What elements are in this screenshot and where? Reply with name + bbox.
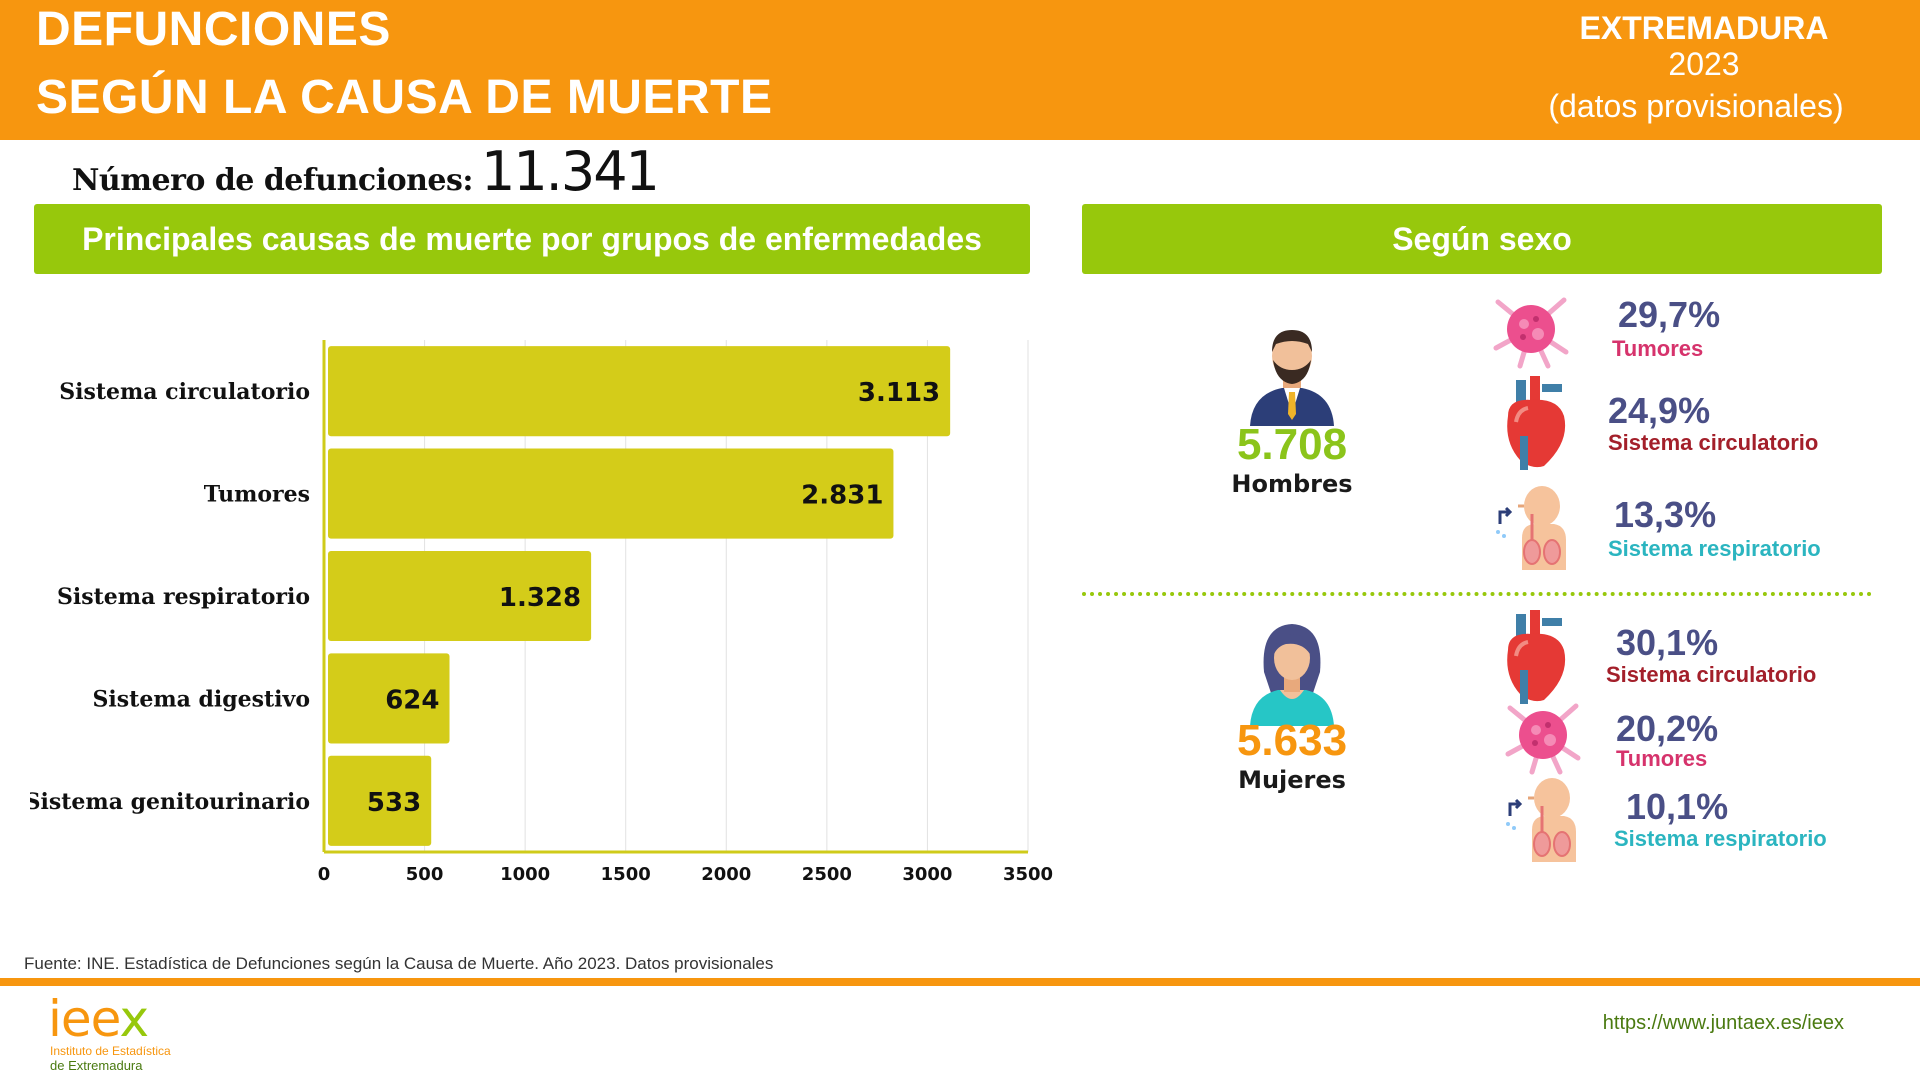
category-label-1: Tumores [204, 482, 310, 508]
causes-section-header: Principales causas de muerte por grupos … [34, 204, 1030, 274]
section-divider [1082, 592, 1872, 596]
logo-wordmark: ieex [48, 990, 150, 1048]
ieex-logo: ieex Instituto de Estadística de Extrema… [48, 990, 208, 1073]
value-label-3: 624 [385, 685, 439, 715]
provisional-note: (datos provisionales) [1548, 88, 1844, 124]
women-cause-2-pct: 20,2% [1616, 708, 1719, 749]
total-deaths-value: 11.341 [480, 140, 660, 203]
x-tick-label-3: 1500 [601, 864, 651, 885]
women-cause-1-name: Sistema circulatorio [1606, 662, 1817, 687]
men-cause-3-pct: 13,3% [1614, 494, 1717, 535]
category-label-2: Sistema respiratorio [57, 584, 310, 610]
logo-subtitle-1: Instituto de Estadística [50, 1044, 171, 1058]
men-cause-2-pct: 24,9% [1608, 390, 1711, 431]
total-deaths: Número de defunciones: 11.341 [72, 140, 660, 203]
heart-icon [1507, 610, 1566, 704]
region-label: EXTREMADURA [1579, 10, 1829, 46]
website-link[interactable]: https://www.juntaex.es/ieex [1602, 1012, 1844, 1034]
category-label-3: Sistema digestivo [93, 686, 310, 712]
x-tick-label-4: 2000 [701, 864, 751, 885]
bar-chart-svg: Sistema circulatorio 3.113 Tumores 2.831 Sis… [30, 340, 1053, 885]
logo-subtitle-2: de Extremadura [50, 1058, 143, 1073]
heart-icon [1507, 376, 1566, 470]
source-note: Fuente: INE. Estadística de Defunciones … [24, 954, 774, 973]
sex-breakdown: 5.708 Hombres 29,7% Tumores 24,9% Sistem… [1082, 280, 1882, 880]
lungs-icon [1496, 486, 1566, 570]
men-label: Hombres [1231, 470, 1353, 498]
x-tick-label-5: 2500 [802, 864, 852, 885]
man-icon [1250, 330, 1334, 426]
x-tick-label-6: 3000 [902, 864, 952, 885]
header-banner: DEFUNCIONES SEGÚN LA CAUSA DE MUERTE EXT… [0, 0, 1920, 140]
x-tick-label-7: 3500 [1003, 864, 1053, 885]
women-total: 5.633 [1236, 716, 1348, 765]
footer-divider [0, 978, 1920, 986]
page-title-line2: SEGÚN LA CAUSA DE MUERTE [36, 71, 773, 124]
men-cause-3-name: Sistema respiratorio [1608, 536, 1821, 561]
lungs-icon [1506, 778, 1576, 862]
women-cause-3-pct: 10,1% [1626, 786, 1729, 827]
women-cause-2-name: Tumores [1616, 746, 1708, 771]
value-label-2: 1.328 [499, 583, 581, 613]
bar-3 [328, 653, 450, 744]
tumor-icon [1493, 297, 1569, 369]
total-deaths-label: Número de defunciones: [72, 163, 473, 198]
value-label-4: 533 [367, 788, 421, 818]
men-cause-2-name: Sistema circulatorio [1608, 430, 1819, 455]
bar-4 [328, 755, 432, 846]
bar-0 [328, 346, 951, 437]
woman-icon [1250, 624, 1334, 726]
women-cause-1-pct: 30,1% [1616, 622, 1719, 663]
men-cause-1-pct: 29,7% [1618, 294, 1721, 335]
men-total: 5.708 [1236, 420, 1348, 469]
tumor-icon [1505, 703, 1581, 775]
page-title-line1: DEFUNCIONES [36, 3, 391, 56]
year-label: 2023 [1668, 46, 1740, 82]
men-cause-1-name: Tumores [1612, 336, 1704, 361]
value-label-1: 2.831 [801, 481, 883, 511]
logo-wordmark-b: x [119, 990, 150, 1048]
bar-2 [328, 550, 592, 642]
category-label-0: Sistema circulatorio [59, 379, 310, 405]
category-label-4: Sistema genitourinario [30, 789, 310, 815]
x-tick-label-0: 0 [318, 864, 331, 885]
causes-bar-chart: Sistema circulatorio 3.113 Tumores 2.831 Sis… [30, 330, 1070, 890]
women-cause-3-name: Sistema respiratorio [1614, 826, 1827, 851]
logo-wordmark-a: iee [48, 990, 121, 1048]
x-tick-label-1: 500 [406, 864, 444, 885]
women-label: Mujeres [1238, 766, 1346, 794]
bar-1 [328, 448, 894, 539]
value-label-0: 3.113 [858, 378, 940, 408]
sex-section-header: Según sexo [1082, 204, 1882, 274]
x-tick-label-2: 1000 [500, 864, 550, 885]
